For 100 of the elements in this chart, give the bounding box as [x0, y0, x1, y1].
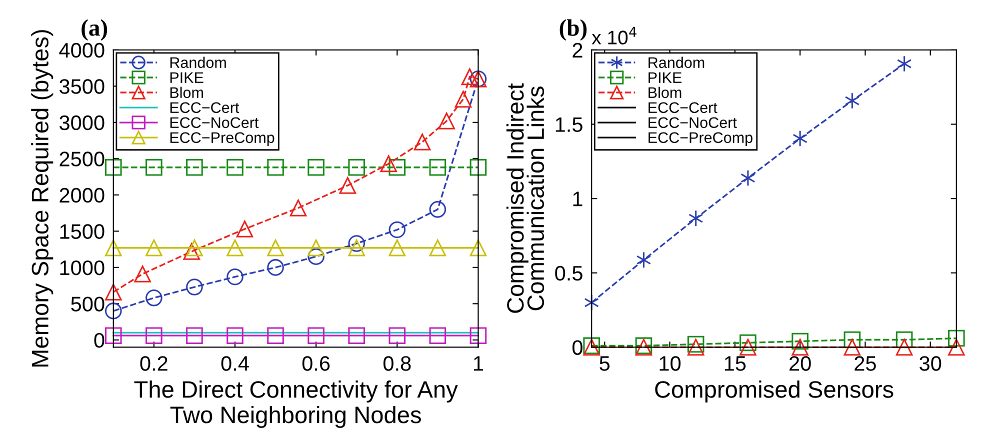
- point: [186, 327, 203, 344]
- x-tick-label: 0.4: [221, 356, 249, 371]
- point: [146, 289, 162, 306]
- point: [186, 239, 203, 256]
- legend-label: Blom: [170, 86, 203, 98]
- point: [844, 92, 860, 110]
- y-tick-label: 2000: [60, 188, 104, 203]
- point: [636, 252, 652, 268]
- point: [896, 55, 912, 72]
- point: [134, 266, 151, 282]
- point: [339, 177, 356, 194]
- point: [792, 130, 808, 147]
- point: [104, 327, 122, 344]
- point: [226, 327, 244, 344]
- legend-label: ECC−Cert: [170, 102, 240, 114]
- point: [687, 338, 704, 356]
- point: [438, 112, 455, 130]
- y-tick-label: 3000: [60, 115, 104, 130]
- legend-label: Random: [170, 56, 226, 68]
- point: [226, 239, 244, 256]
- point: [454, 90, 472, 108]
- point: [388, 158, 406, 176]
- point: [186, 278, 203, 296]
- x-tick-label: 0.8: [383, 356, 411, 371]
- point: [104, 239, 122, 256]
- point: [388, 221, 406, 238]
- x-tick-label: 10: [660, 356, 681, 371]
- point: [792, 332, 808, 350]
- y-tick-label: 1.5: [556, 117, 582, 132]
- point: [687, 336, 704, 353]
- y-tick-label: 4000: [59, 42, 104, 58]
- y-tick-label: 0: [94, 332, 104, 348]
- y-tick-label: 2500: [60, 152, 104, 166]
- legend-label: Random: [648, 56, 704, 68]
- point: [388, 239, 406, 256]
- y-axis-title: Compromised Indirect Communication Links: [506, 83, 544, 313]
- x-tick-label: 5: [600, 356, 610, 371]
- point: [429, 239, 446, 256]
- point: [429, 201, 446, 218]
- point: [688, 210, 704, 227]
- point: [470, 158, 487, 176]
- point: [267, 259, 284, 276]
- point: [146, 327, 162, 344]
- x-tick-label: 25: [854, 356, 876, 371]
- point: [348, 158, 366, 176]
- point: [146, 239, 162, 256]
- y-tick-label: 500: [71, 296, 104, 312]
- x-tick-label: 30: [920, 356, 942, 371]
- y-tick-label: 1: [573, 192, 582, 206]
- y-tick-label: 1000: [60, 260, 104, 276]
- chart-title: (a): [82, 19, 108, 41]
- point: [470, 327, 487, 344]
- point: [186, 158, 203, 176]
- legend-label: ECC−PreComp: [170, 132, 274, 146]
- point: [740, 338, 756, 356]
- legend-label: ECC−NoCert: [648, 117, 737, 128]
- y-tick-label: 1500: [60, 224, 104, 239]
- point: [267, 158, 284, 176]
- point: [429, 158, 446, 176]
- point: [183, 243, 200, 260]
- point: [948, 338, 965, 356]
- chart-title: (b): [560, 19, 587, 41]
- point: [290, 200, 307, 216]
- point: [308, 158, 324, 176]
- text: x 10$^{4}$: [592, 26, 636, 44]
- point: [308, 248, 324, 265]
- x-tick-label: 15: [724, 356, 746, 371]
- point: [348, 235, 366, 252]
- y-tick-label: 0: [572, 340, 582, 355]
- point: [267, 239, 284, 256]
- legend-label: Blom: [648, 86, 682, 98]
- point: [470, 239, 487, 256]
- legend-label: PIKE: [648, 72, 682, 83]
- legend-label: ECC−Cert: [648, 102, 718, 114]
- point: [267, 327, 284, 344]
- point: [948, 330, 965, 347]
- point: [226, 158, 244, 176]
- point: [414, 134, 431, 150]
- y-tick-label: 3500: [60, 79, 104, 94]
- y-axis-title: Memory Space Required (bytes): [31, 30, 54, 367]
- x-tick-label: 20: [790, 356, 811, 371]
- point: [896, 338, 913, 356]
- point: [308, 239, 324, 256]
- point: [104, 158, 122, 176]
- legend-label: PIKE: [170, 72, 204, 83]
- point: [308, 327, 324, 344]
- point: [226, 268, 244, 286]
- point: [740, 170, 756, 186]
- point: [461, 68, 478, 86]
- point: [146, 158, 162, 176]
- point: [388, 327, 406, 344]
- point: [844, 338, 861, 356]
- point: [584, 294, 599, 312]
- x-axis-title: The Direct Connectivity for Any Two Neighboring Nodes: [134, 380, 458, 428]
- legend-label: ECC−NoCert: [170, 117, 259, 128]
- x-tick-label: 0.6: [302, 356, 330, 371]
- x-tick-label: 0.2: [140, 356, 168, 371]
- point: [104, 302, 122, 320]
- x-axis-title: Compromised Sensors: [655, 380, 894, 403]
- point: [740, 334, 756, 352]
